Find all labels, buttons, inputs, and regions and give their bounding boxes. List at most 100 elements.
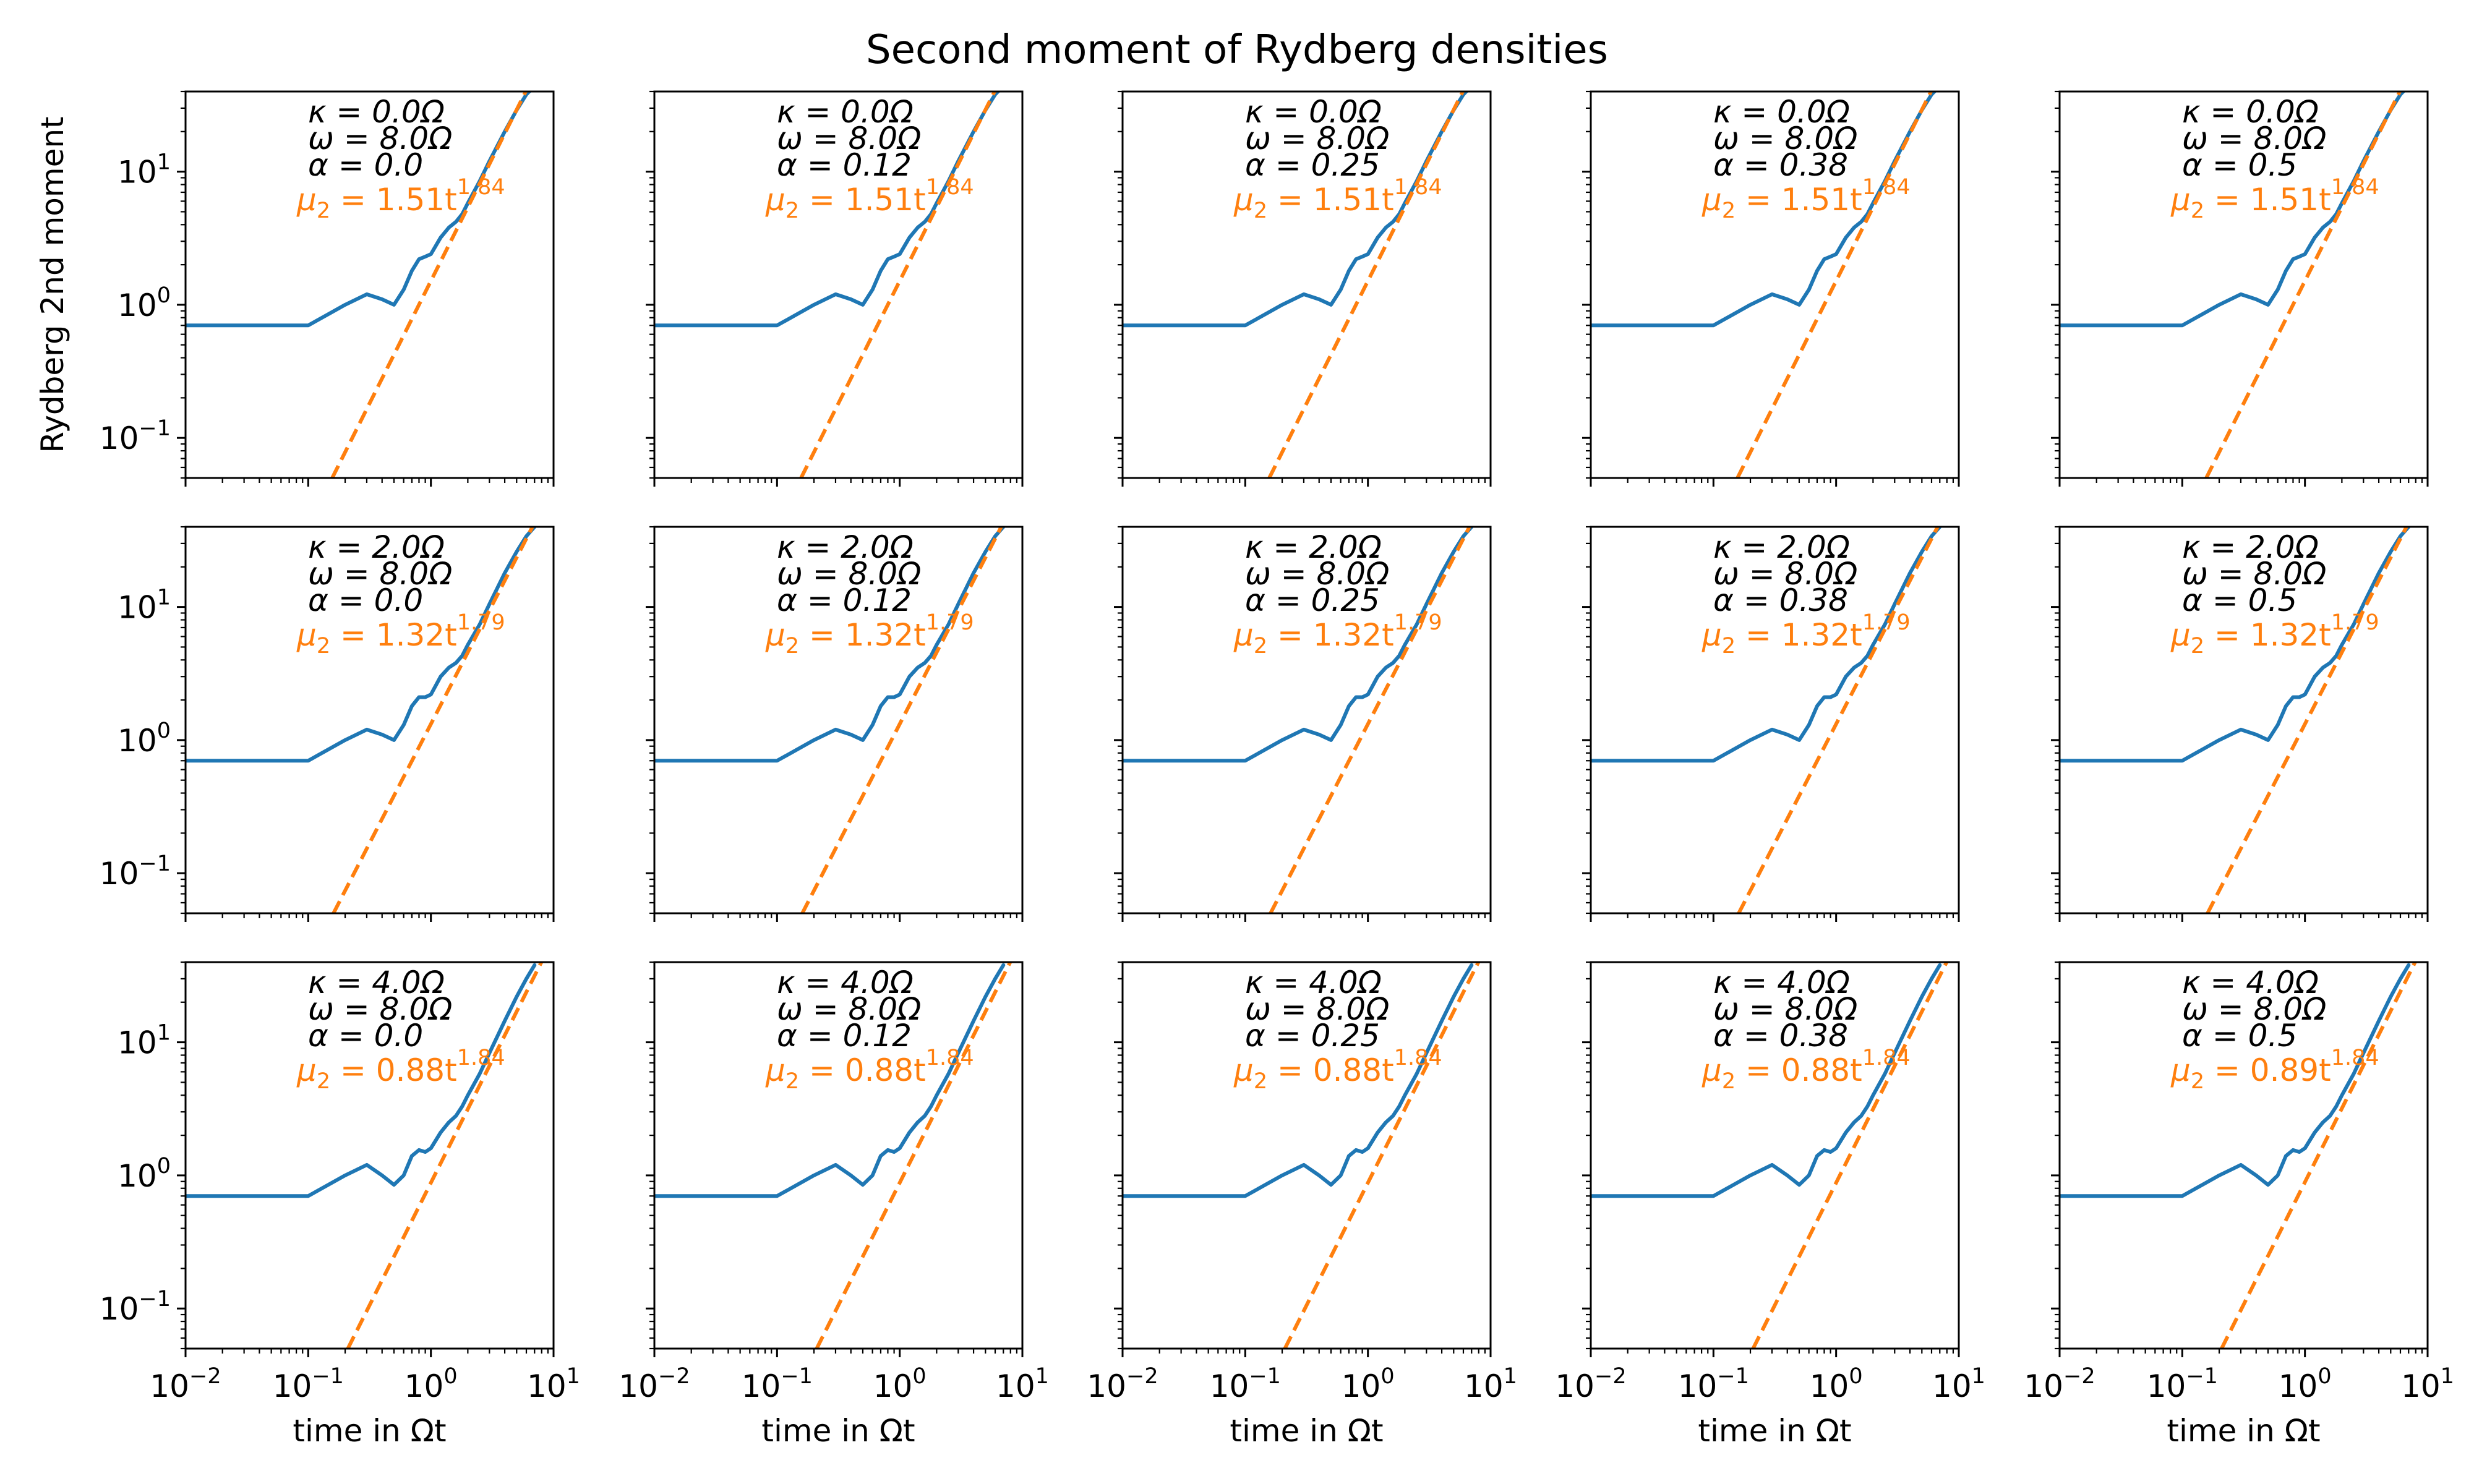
axes-frame	[2058, 961, 2429, 1350]
x-tick-label: 100	[1810, 1364, 1863, 1404]
plot-area	[654, 527, 1006, 913]
omega-annotation: ω = 8.0Ω	[2182, 556, 2326, 592]
axes-frame	[1121, 961, 1492, 1350]
x-axis-label: time in Ωt	[1698, 1413, 1851, 1449]
subplot-r2-c4: 10−2 10−1 100 101 κ = 4.0Ωω = 8.0Ωα = 0.5μ2 …	[2024, 961, 2454, 1449]
y-tick-label: 100	[118, 283, 171, 323]
axes-frame	[653, 90, 1024, 479]
fit-annotation: μ2 = 1.51t1.84	[2170, 175, 2379, 223]
y-axis-label: Rydberg 2nd moment	[35, 116, 71, 453]
series-simulation-line	[186, 527, 537, 763]
x-axis-label: time in Ωt	[1230, 1413, 1383, 1449]
series-fit-line	[815, 962, 1012, 1349]
omega-annotation: ω = 8.0Ω	[777, 556, 921, 592]
series-simulation-line	[2060, 527, 2411, 763]
omega-annotation: ω = 8.0Ω	[2182, 991, 2326, 1027]
kappa-annotation: κ = 2.0Ω	[777, 529, 914, 565]
series-fit-line	[2206, 527, 2409, 913]
kappa-annotation: κ = 2.0Ω	[1245, 529, 1382, 565]
x-tick-label: 10−1	[1678, 1364, 1749, 1404]
axes-frame	[184, 961, 555, 1350]
fit-annotation: μ2 = 0.88t1.84	[765, 1046, 974, 1094]
alpha-annotation: α = 0.12	[777, 582, 912, 618]
fit-annotation: μ2 = 1.32t1.79	[296, 610, 505, 659]
series-simulation-line	[1591, 527, 1942, 763]
omega-annotation: ω = 8.0Ω	[308, 556, 452, 592]
series-simulation-line	[2060, 963, 2411, 1198]
x-tick-label: 101	[996, 1364, 1049, 1404]
x-tick-label: 100	[2279, 1364, 2332, 1404]
axes-frame	[184, 526, 555, 915]
fit-annotation: μ2 = 0.89t1.84	[2170, 1046, 2379, 1094]
y-tick-label: 10−1	[100, 416, 171, 456]
fit-annotation: μ2 = 1.51t1.84	[1701, 175, 1911, 223]
omega-annotation: ω = 8.0Ω	[2182, 121, 2326, 156]
kappa-annotation: κ = 4.0Ω	[777, 965, 914, 1000]
subplot-r1-c4: κ = 2.0Ωω = 8.0Ωα = 0.5μ2 = 1.32t1.79	[2051, 526, 2429, 922]
series-simulation-line	[1123, 527, 1474, 763]
kappa-annotation: κ = 0.0Ω	[1713, 94, 1850, 130]
x-tick-label: 101	[527, 1364, 580, 1404]
subplot-r0-c4: κ = 0.0Ωω = 8.0Ωα = 0.5μ2 = 1.51t1.84	[2051, 90, 2429, 487]
omega-annotation: ω = 8.0Ω	[1245, 121, 1389, 156]
plot-area	[1123, 92, 1469, 478]
y-tick-label: 10−1	[100, 851, 171, 892]
fit-annotation: μ2 = 1.32t1.79	[765, 610, 974, 659]
series-fit-line	[1269, 527, 1472, 913]
omega-annotation: ω = 8.0Ω	[1713, 991, 1857, 1027]
omega-annotation: ω = 8.0Ω	[1245, 556, 1389, 592]
plot-area	[654, 962, 1012, 1349]
alpha-annotation: α = 0.5	[2182, 147, 2297, 183]
fit-annotation: μ2 = 0.88t1.84	[296, 1046, 505, 1094]
alpha-annotation: α = 0.5	[2182, 1018, 2297, 1054]
omega-annotation: ω = 8.0Ω	[1245, 991, 1389, 1027]
kappa-annotation: κ = 4.0Ω	[1245, 965, 1382, 1000]
plot-area	[2060, 962, 2418, 1349]
x-tick-label: 10−2	[2024, 1364, 2095, 1404]
kappa-annotation: κ = 2.0Ω	[2182, 529, 2319, 565]
series-fit-line	[799, 92, 997, 478]
axes-frame	[1121, 90, 1492, 479]
axes-frame	[653, 526, 1024, 915]
plot-area	[186, 92, 532, 478]
y-tick-label: 10−1	[100, 1287, 171, 1327]
axes-frame	[1121, 526, 1492, 915]
series-simulation-line	[1591, 963, 1942, 1198]
omega-annotation: ω = 8.0Ω	[308, 121, 452, 156]
axes-frame	[1590, 90, 1960, 479]
axes-frame	[1590, 526, 1960, 915]
x-axis-label: time in Ωt	[2167, 1413, 2320, 1449]
omega-annotation: ω = 8.0Ω	[777, 991, 921, 1027]
fit-annotation: μ2 = 1.32t1.79	[2170, 610, 2379, 659]
kappa-annotation: κ = 0.0Ω	[308, 94, 445, 130]
plot-area	[2060, 92, 2406, 478]
subplot-r0-c0: 10−1 100 101 κ = 0.0Ωω = 8.0Ωα = 0.0μ2 = 1.…	[100, 90, 555, 487]
x-tick-label: 10−1	[1210, 1364, 1281, 1404]
alpha-annotation: α = 0.12	[777, 147, 912, 183]
axes-frame	[2058, 526, 2429, 915]
kappa-annotation: κ = 0.0Ω	[1245, 94, 1382, 130]
plot-area	[654, 92, 1001, 478]
alpha-annotation: α = 0.12	[777, 1018, 912, 1054]
axes-frame	[2058, 90, 2429, 479]
series-simulation-line	[1123, 963, 1474, 1198]
alpha-annotation: α = 0.0	[308, 1018, 423, 1054]
series-fit-line	[1267, 92, 1465, 478]
alpha-annotation: α = 0.38	[1713, 582, 1848, 618]
fit-annotation: μ2 = 1.51t1.84	[1233, 175, 1442, 223]
x-tick-label: 101	[1464, 1364, 1517, 1404]
axes-frame	[653, 961, 1024, 1350]
alpha-annotation: α = 0.0	[308, 147, 423, 183]
series-fit-line	[1737, 527, 1940, 913]
series-simulation-line	[654, 527, 1006, 763]
series-fit-line	[800, 527, 1004, 913]
series-fit-line	[1736, 92, 1933, 478]
omega-annotation: ω = 8.0Ω	[1713, 121, 1857, 156]
x-tick-label: 101	[2401, 1364, 2454, 1404]
plot-area	[1123, 962, 1481, 1349]
x-tick-label: 100	[873, 1364, 927, 1404]
alpha-annotation: α = 0.25	[1245, 582, 1380, 618]
